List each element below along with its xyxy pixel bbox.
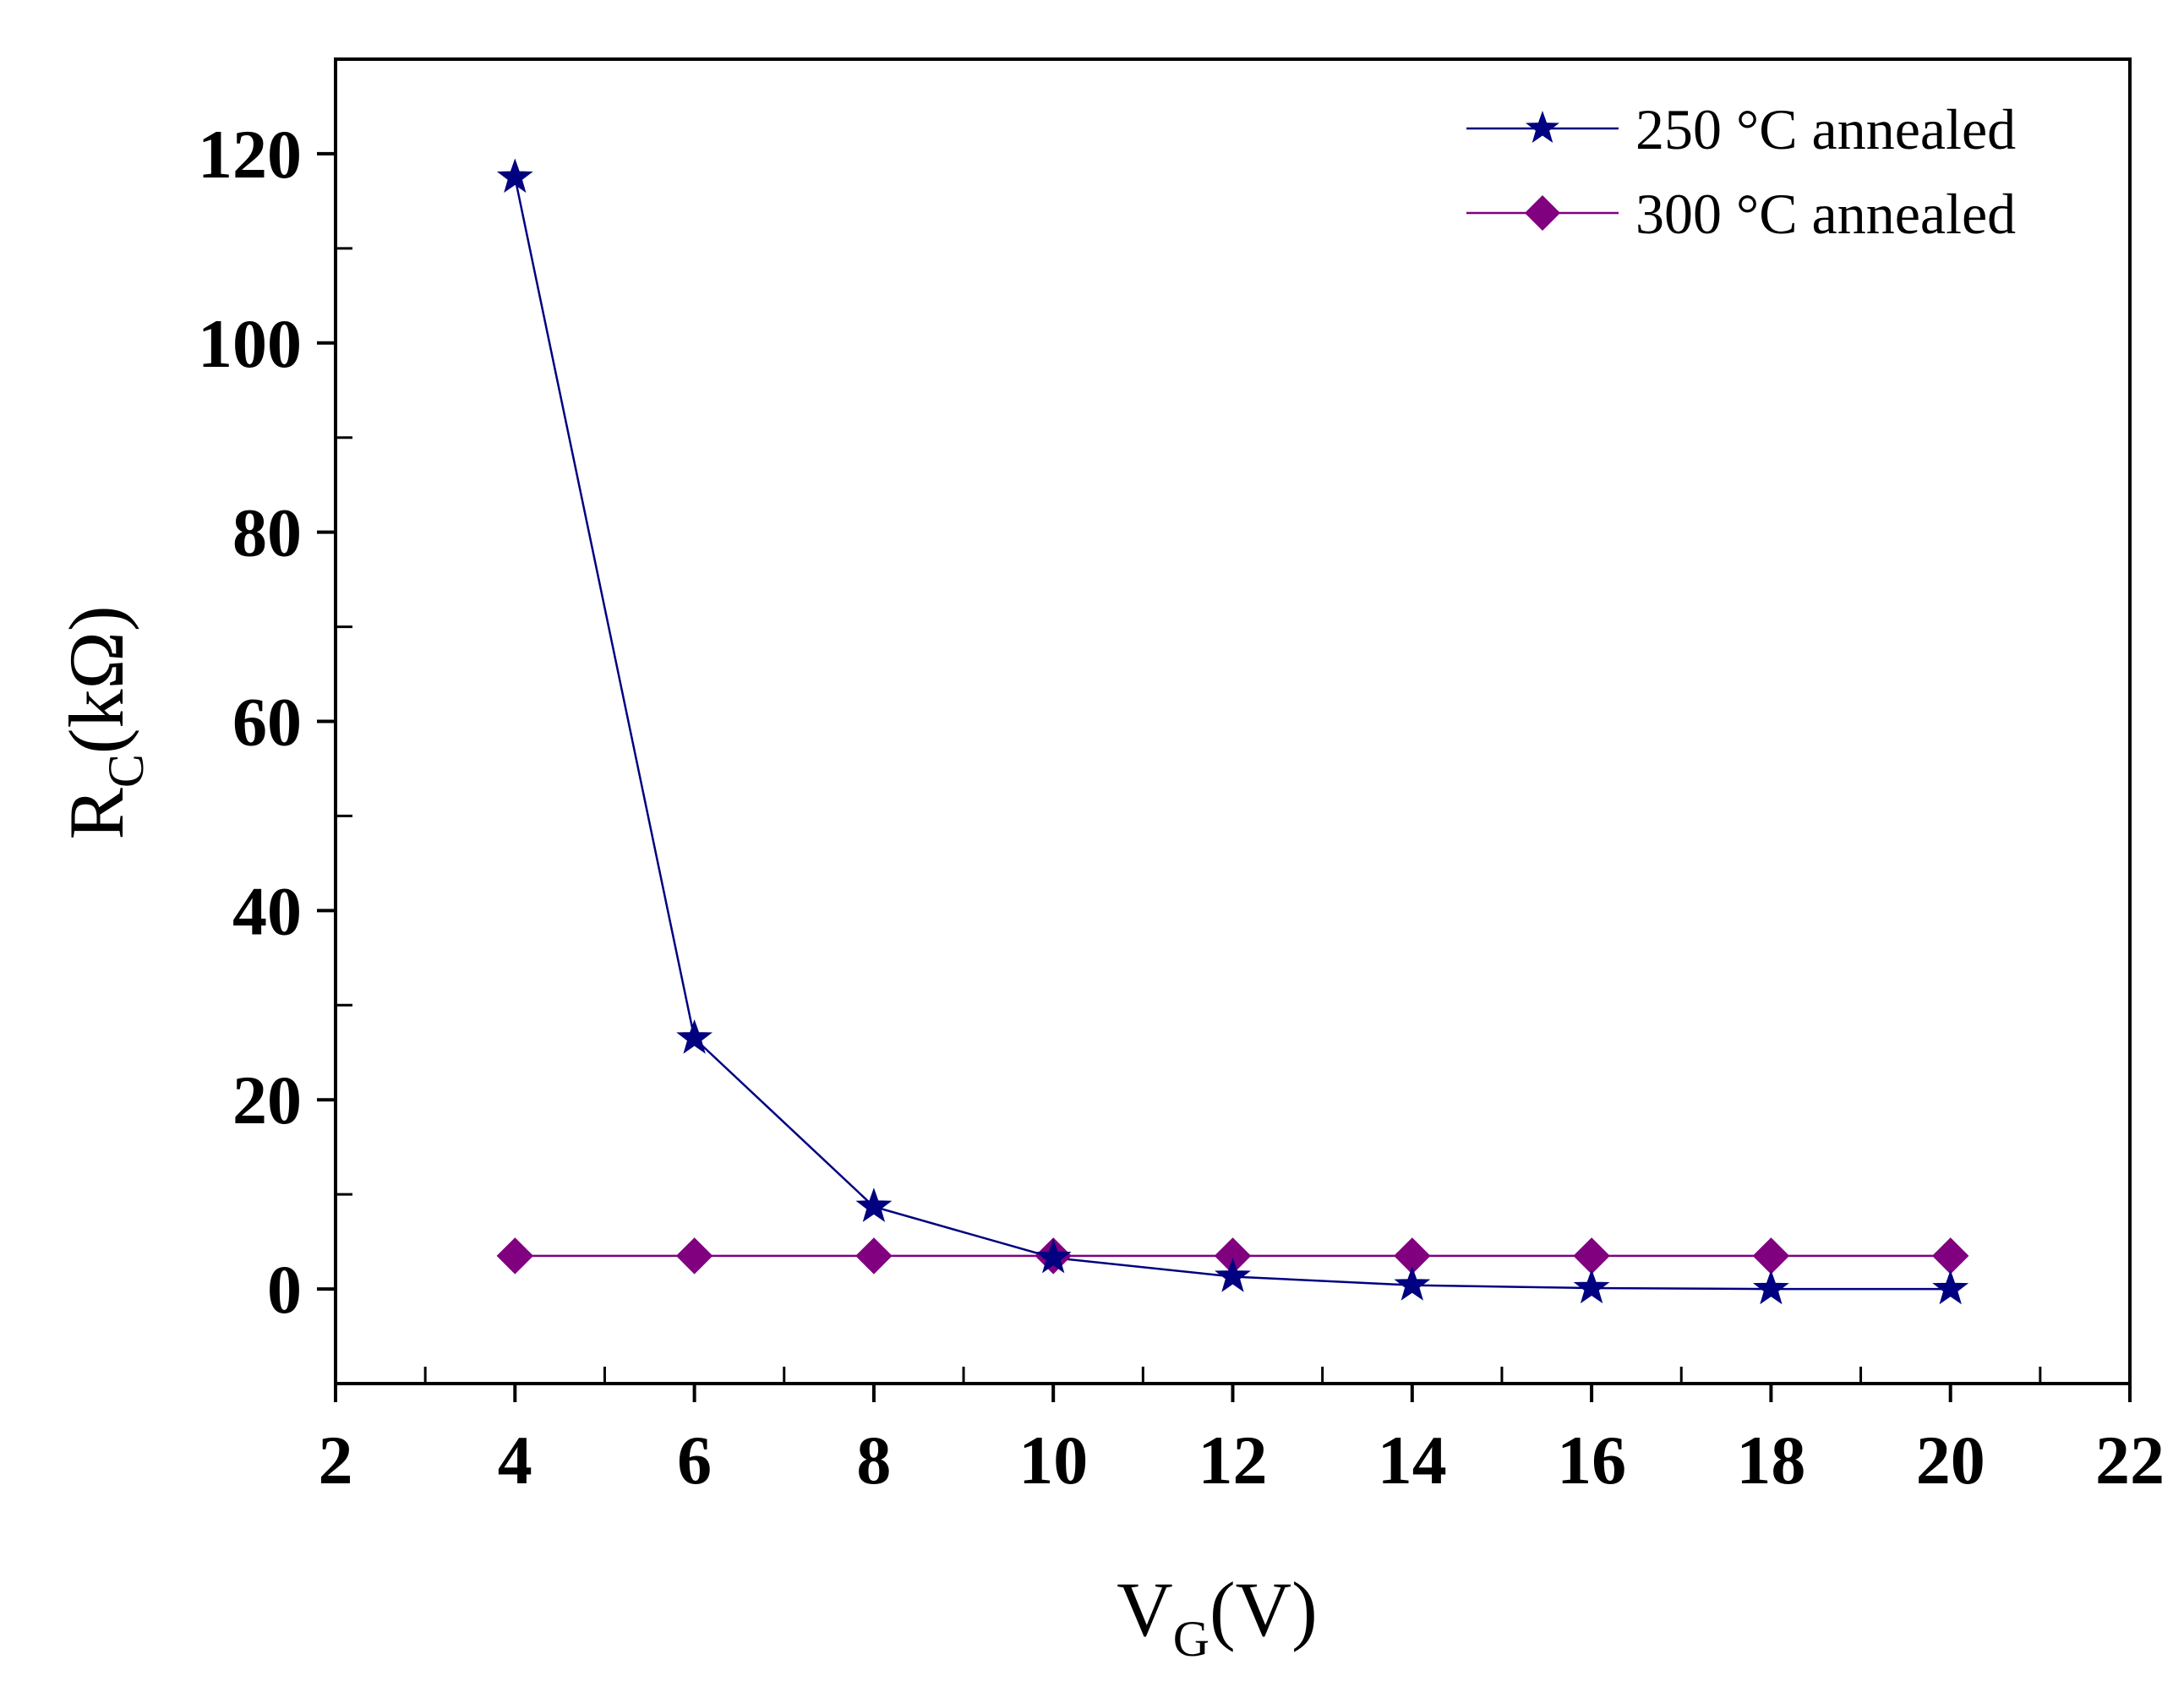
series-0-point <box>1752 1269 1789 1305</box>
legend-star-icon <box>1526 111 1559 143</box>
x-tick-label: 8 <box>856 1422 891 1499</box>
legend-diamond-icon <box>1525 195 1560 231</box>
y-axis-title-main: R <box>53 788 139 840</box>
series-1-point <box>1931 1237 1969 1275</box>
series-1-point <box>675 1237 713 1275</box>
series-0-point <box>1035 1238 1072 1274</box>
y-tick-label: 80 <box>232 494 302 571</box>
series-lines <box>514 177 1951 1291</box>
y-axis-title-sub: C <box>98 754 154 788</box>
series-line-0 <box>514 177 1951 1291</box>
x-axis-title-sub: G <box>1173 1611 1209 1667</box>
y-tick-label: 120 <box>198 116 302 193</box>
x-tick-label: 4 <box>498 1422 532 1499</box>
x-tick-label: 6 <box>677 1422 712 1499</box>
series-markers <box>496 158 1969 1305</box>
x-tick-label: 18 <box>1736 1422 1805 1499</box>
series-1-point <box>1752 1237 1790 1275</box>
series-0-point <box>855 1187 893 1222</box>
y-tick-label: 100 <box>198 305 302 382</box>
y-tick-label: 20 <box>232 1062 302 1138</box>
x-tick-label: 12 <box>1198 1422 1268 1499</box>
series-0-point <box>1932 1269 1969 1305</box>
x-tick-label: 22 <box>2095 1422 2165 1499</box>
x-tick-label: 10 <box>1018 1422 1088 1499</box>
series-0-point <box>1215 1258 1251 1292</box>
y-tick-label: 0 <box>267 1251 302 1328</box>
series-0-point <box>496 158 533 194</box>
series-1-point <box>496 1237 534 1275</box>
y-tick-labels: 0 20 40 60 80 100 120 <box>198 116 302 1328</box>
y-axis-title-unit: (kΩ) <box>53 605 139 754</box>
x-axis-title: VG(V) <box>1117 1566 1318 1667</box>
series-0-point <box>1573 1269 1610 1304</box>
series-1-point <box>855 1237 893 1275</box>
x-axis-title-unit: (V) <box>1209 1566 1318 1652</box>
ticks <box>317 57 2132 1402</box>
series-1-point <box>1573 1237 1610 1275</box>
legend: 250 °C annealed 300 °C annealed <box>1466 97 2016 246</box>
x-tick-label: 16 <box>1557 1422 1626 1499</box>
legend-label-250: 250 °C annealed <box>1635 97 2016 161</box>
x-tick-label: 2 <box>319 1422 353 1499</box>
plot-frame <box>334 57 2132 1385</box>
legend-label-300: 300 °C annealed <box>1635 182 2016 246</box>
y-tick-label: 40 <box>232 872 302 949</box>
series-0-point <box>1394 1266 1431 1301</box>
y-tick-label: 60 <box>232 684 302 761</box>
y-axis-title: RC(kΩ) <box>53 605 154 839</box>
x-tick-label: 20 <box>1916 1422 1985 1499</box>
x-tick-label: 14 <box>1378 1422 1447 1499</box>
x-axis-title-main: V <box>1117 1566 1172 1652</box>
x-tick-labels: 2 4 6 8 10 12 14 16 18 20 22 <box>319 1422 2165 1499</box>
series-0-point <box>676 1019 713 1054</box>
